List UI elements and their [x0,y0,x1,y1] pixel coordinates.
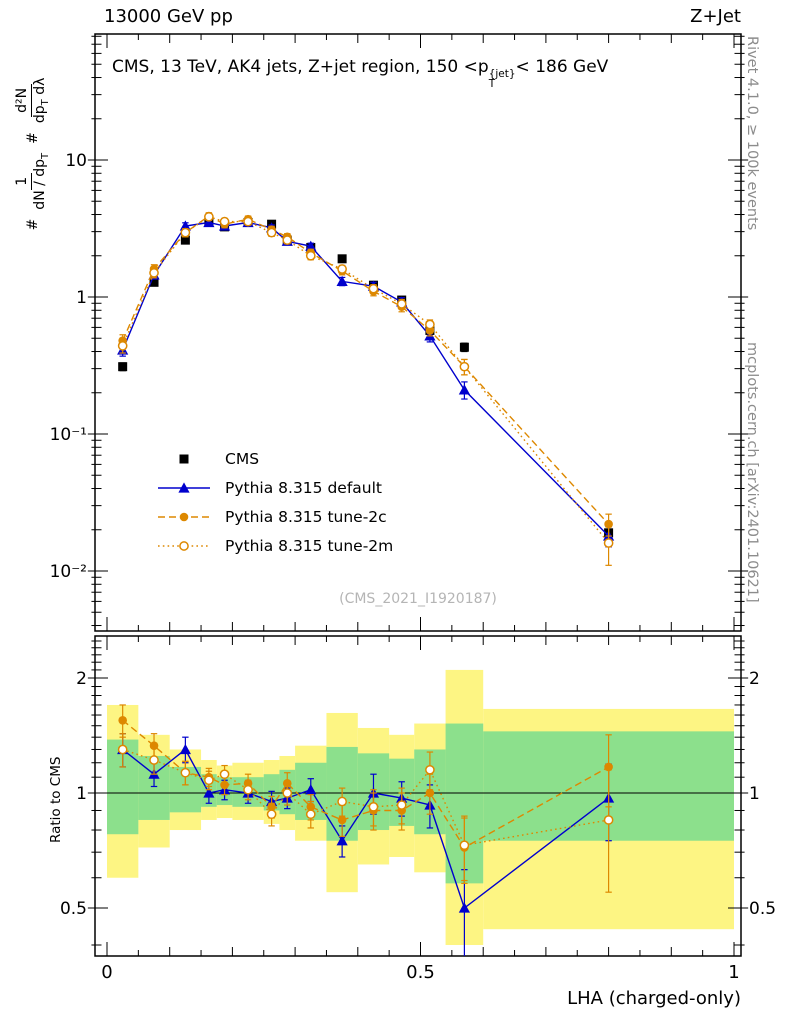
ylabel-frac1-numerator: 1 [14,172,32,190]
plot-title: CMS, 13 TeV, AK4 jets, Z+jet region, 150… [112,57,608,89]
svg-text:0.5: 0.5 [749,899,776,919]
svg-text:0.5: 0.5 [406,962,435,983]
svg-text:10⁻²: 10⁻² [50,562,87,582]
axis-ticks [87,34,749,956]
ylabel-fraction-1: 1 dN / dpT [14,153,52,210]
legend-label: Pythia 8.315 tune-2c [225,507,387,526]
ratio-y-axis-label: Ratio to CMS [48,756,64,843]
legend-item-cms: CMS [155,444,393,473]
ratio-panel-frame [94,635,742,957]
ylabel-frac1-denominator: dN / dpT [31,152,51,210]
ylabel-frac2-denominator: dpT dλ [31,77,51,124]
legend-sample-square-icon [179,454,189,463]
legend-label: CMS [225,449,260,468]
pt-superscript: {jet} [488,68,516,80]
legend-sample-circle-icon [158,512,210,521]
process-label: Z+Jet [690,6,741,27]
pt-subscript: T [488,78,496,90]
legend-label: Pythia 8.315 default [225,478,382,497]
legend: CMS Pythia 8.315 default Pythia 8.315 tune… [155,444,393,560]
series-main-tune2m [117,211,614,566]
svg-text:1: 1 [749,784,760,804]
series-ratio-tune2m [117,733,614,893]
plot-title-tail: < 186 GeV [515,57,609,77]
ylabel-frac2-numerator: d²N [14,83,32,117]
svg-text:1: 1 [76,784,87,804]
main-y-axis-label: # 1 dN / dpT # d²N dpT dλ [14,34,52,274]
ylabel-hash-2: # [24,132,41,144]
rivet-version-label: Rivet 4.1.0, ≥ 100k events [744,36,760,231]
legend-item-tune2m: Pythia 8.315 tune-2m [155,531,393,560]
pt-scripts: {jet} T [488,68,516,90]
svg-text:10: 10 [65,151,87,171]
svg-text:2: 2 [749,669,760,689]
analysis-id-watermark: (CMS_2021_I1920187) [339,591,497,607]
legend-sample-triangle-icon [158,481,210,493]
beam-energy-label: 13000 GeV pp [104,6,233,27]
ylabel-fraction-2: d²N dpT dλ [14,77,52,124]
x-axis-label: LHA (charged-only) [567,988,741,1009]
plot-title-text: CMS, 13 TeV, AK4 jets, Z+jet region, 150… [112,57,478,77]
legend-sample-circle-open-icon [158,540,210,551]
svg-text:2: 2 [76,669,87,689]
legend-label: Pythia 8.315 tune-2m [225,536,394,555]
svg-text:0: 0 [101,962,112,983]
ylabel-hash-1: # [24,218,41,231]
svg-text:1: 1 [76,288,87,308]
main-panel-frame [94,33,742,632]
svg-text:0.5: 0.5 [60,899,87,919]
svg-text:10⁻¹: 10⁻¹ [50,425,87,445]
mcplots-attribution-label: mcplots.cern.ch [arXiv:2401.10621] [744,342,760,603]
pt-symbol: p [477,57,489,77]
axis-tick-labels: 10 1 10⁻¹ 10⁻² 2 2 1 1 0.5 0.5 0 0.5 1 [50,151,776,983]
legend-item-tune2c: Pythia 8.315 tune-2c [155,502,393,531]
legend-item-default: Pythia 8.315 default [155,473,393,502]
ratio-uncertainty-bands [107,669,734,946]
svg-text:1: 1 [728,962,739,983]
